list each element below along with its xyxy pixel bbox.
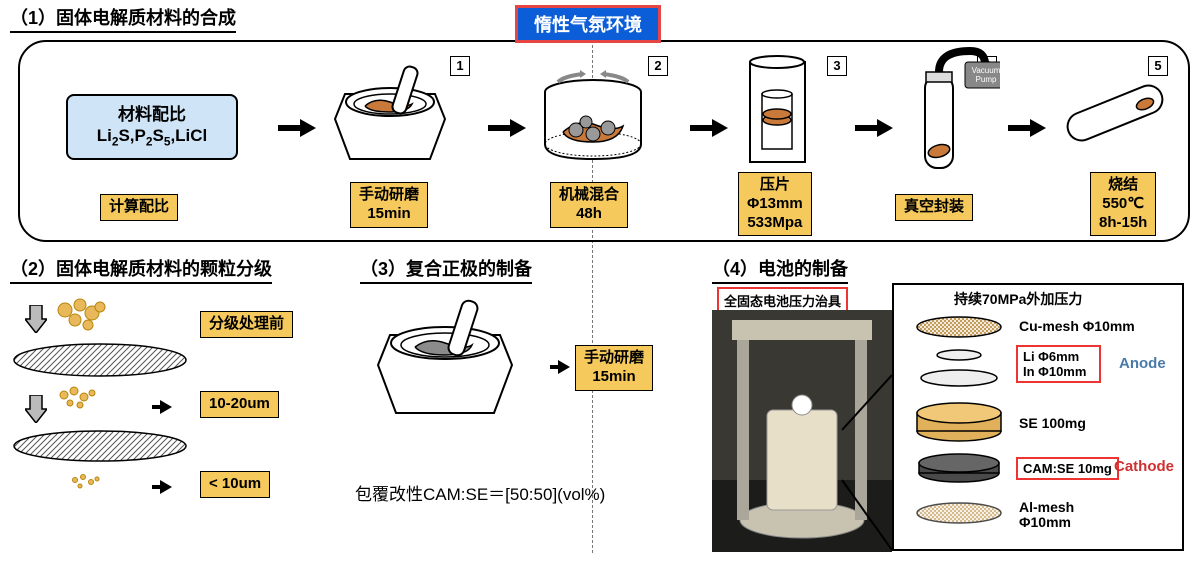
se-label: SE 100mg [1019,415,1086,431]
pressure-label: 持续70MPa外加压力 [954,289,1082,309]
al-mesh-label: Al-meshΦ10mm [1019,500,1074,531]
arrow-5 [1030,119,1046,137]
svg-text:Pump: Pump [976,75,997,84]
sieve-2-icon [10,427,190,465]
stack-layers-icon [909,313,1009,543]
arrow-3 [712,119,728,137]
arrow-sm-1 [160,400,172,414]
vacuum-tube-icon: Vacuum Pump [890,46,1000,176]
section-4-title: （4）电池的制备 [712,255,848,284]
mortar-gray-icon [360,295,530,435]
label-lt-10um: < 10um [200,471,270,498]
label-sinter: 烧结550℃8h-15h [1090,172,1156,236]
label-10-20um: 10-20um [200,391,279,418]
section-4: （4）电池的制备 全固态电池压力治具 持续70MPa外加压力 [712,255,1187,284]
arrow-sm-2 [160,480,172,494]
vacuum-pump-label: Vacuum [972,66,1000,75]
arrow-sec3 [558,360,570,374]
li-label: Li Φ6mm [1023,349,1094,364]
li-in-box: Li Φ6mm In Φ10mm [1016,345,1101,383]
mortar-icon [320,64,460,174]
particles-small-icon [65,470,125,500]
ampoule-icon [1050,64,1180,164]
section-2: （2）固体电解质材料的颗粒分级 分级处理前 10-20um < 10um [10,255,350,284]
arrow-1 [300,119,316,137]
section-3-caption: 包覆改性CAM:SE＝[50:50](vol%) [355,480,605,505]
materials-box: 材料配比Li2S,P2S5,LiCl [66,94,238,160]
cu-mesh-label: Cu-mesh Φ10mm [1019,318,1135,334]
cam-se-label: CAM:SE 10mg [1016,457,1119,480]
ball-mill-icon [528,64,658,174]
label-before-sort: 分级处理前 [200,311,293,338]
label-grind-3: 手动研磨15min [575,345,653,391]
section-3: （3）复合正极的制备 手动研磨15min 包覆改性CAM:SE＝[50:50](… [360,255,690,284]
label-press: 压片Φ13mm533Mpa [738,172,812,236]
section-2-title: （2）固体电解质材料的颗粒分级 [10,255,272,284]
section-1: （1）固体电解质材料的合成 惰性气氛环境 材料配比Li2S,P2S5,LiCl … [10,4,1185,33]
label-mill: 机械混合48h [550,182,628,228]
label-grind: 手动研磨15min [350,182,428,228]
label-seal: 真空封装 [895,194,973,221]
atmosphere-banner: 惰性气氛环境 [515,5,661,43]
particles-med-icon [52,383,117,423]
cathode-label: Cathode [1114,458,1174,475]
section-1-title: （1）固体电解质材料的合成 [10,4,236,33]
label-calc: 计算配比 [100,194,178,221]
step-num-3: 3 [827,56,847,76]
down-arrow-1 [25,305,47,333]
arrow-2 [510,119,526,137]
anode-label: Anode [1119,355,1166,372]
particles-large-icon [50,295,120,340]
sieve-1-icon [10,340,190,380]
down-arrow-2 [25,395,47,423]
in-label: In Φ10mm [1023,364,1094,379]
press-die-icon [730,54,825,174]
stack-diagram-box: 持续70MPa外加压力 Cu-mesh Φ10mm Li Φ6mm In Φ10… [892,283,1184,551]
section-3-title: （3）复合正极的制备 [360,255,532,284]
jig-photo [712,310,892,552]
